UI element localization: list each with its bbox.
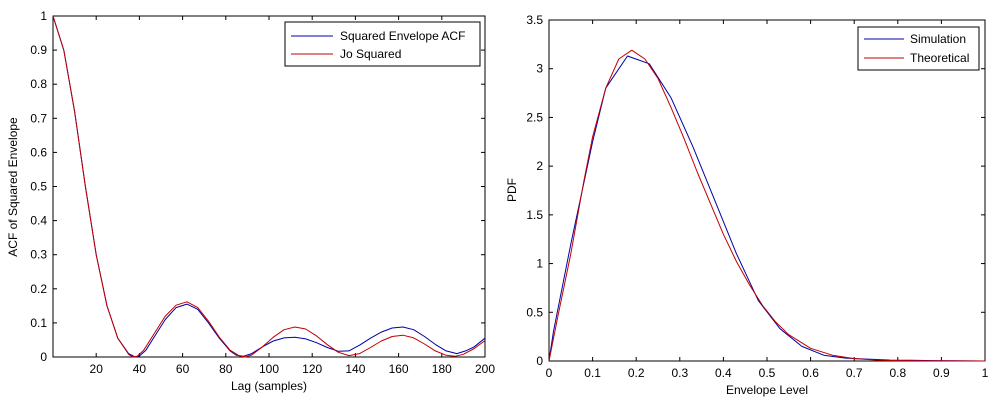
pdf-y-axis-label: PDF [505, 178, 519, 202]
pdf-x-tick-label: 0.5 [759, 366, 776, 380]
acf-x-tick-label: 40 [133, 362, 147, 376]
pdf-legend-box [857, 26, 980, 71]
acf-y-tick-label: 0.5 [30, 180, 47, 194]
acf-axes-box [52, 15, 486, 358]
acf-y-tick-label: 0 [40, 350, 47, 364]
acf-x-axis-label: Lag (samples) [231, 379, 307, 393]
acf-legend: Squared Envelope ACF Jo Squared [284, 21, 481, 67]
pdf-x-axis-label: Envelope Level [726, 383, 808, 397]
pdf-x-tick-label: 0.4 [715, 366, 732, 380]
acf-y-tick-label: 0.1 [30, 316, 47, 330]
pdf-y-tick-label: 0 [536, 354, 543, 368]
pdf-legend-label-sim: Simulation [910, 32, 966, 46]
pdf-x-tick-label: 0.1 [584, 366, 601, 380]
acf-ticks: 20 40 60 80 100 120 140 160 180 200 0 0.1 0.2 0.3 0.4 0… [30, 9, 495, 376]
acf-x-tick-label: 200 [475, 362, 495, 376]
pdf-y-tick-label: 2.5 [526, 110, 543, 124]
pdf-x-tick-label: 0 [546, 366, 553, 380]
acf-y-tick-label: 1 [40, 9, 47, 23]
pdf-y-tick-label: 1.5 [526, 208, 543, 222]
acf-x-tick-label: 120 [302, 362, 322, 376]
pdf-ticks: 0 0.1 0.2 0.3 0.4 0.5 0.6 0.7 0.8 0.9 1 0 0.5 1 1.5 2 2.… [526, 13, 988, 380]
pdf-x-tick-label: 0.8 [889, 366, 906, 380]
acf-panel: 20 40 60 80 100 120 140 160 180 200 0 0.1 0.2 0.3 0.4 0… [6, 9, 495, 393]
pdf-x-tick-label: 0.3 [671, 366, 688, 380]
pdf-x-tick-label: 0.9 [933, 366, 950, 380]
acf-y-tick-label: 0.9 [30, 43, 47, 57]
acf-x-tick-label: 180 [432, 362, 452, 376]
pdf-y-tick-label: 2 [536, 159, 543, 173]
pdf-lines [548, 49, 986, 362]
acf-legend-box [284, 21, 481, 67]
acf-y-tick-label: 0.6 [30, 145, 47, 159]
pdf-x-tick-label: 0.2 [628, 366, 645, 380]
acf-x-tick-label: 160 [389, 362, 409, 376]
pdf-y-tick-label: 3.5 [526, 13, 543, 27]
pdf-y-tick-label: 3 [536, 62, 543, 76]
acf-x-tick-label: 20 [90, 362, 104, 376]
pdf-axes-box [548, 19, 986, 362]
acf-x-tick-label: 140 [345, 362, 365, 376]
pdf-panel: 0 0.1 0.2 0.3 0.4 0.5 0.6 0.7 0.8 0.9 1 0 0.5 1 1.5 2 2.… [505, 13, 989, 397]
acf-x-tick-label: 60 [176, 362, 190, 376]
pdf-legend: Simulation Theoretical [857, 26, 980, 71]
acf-legend-label-jo: Jo Squared [340, 47, 401, 61]
pdf-legend-label-theo: Theoretical [910, 51, 969, 65]
acf-legend-label-acf: Squared Envelope ACF [340, 29, 465, 43]
acf-y-tick-label: 0.3 [30, 248, 47, 262]
pdf-series-line-0 [548, 55, 986, 362]
acf-y-tick-label: 0.4 [30, 214, 47, 228]
pdf-series-line-1 [548, 49, 986, 362]
pdf-y-tick-label: 1 [536, 257, 543, 271]
acf-y-tick-label: 0.2 [30, 282, 47, 296]
pdf-x-tick-label: 1 [982, 366, 989, 380]
acf-x-tick-label: 80 [219, 362, 233, 376]
acf-series-line-0 [52, 15, 486, 358]
acf-y-axis-label: ACF of Squared Envelope [6, 117, 20, 257]
acf-x-tick-label: 100 [259, 362, 279, 376]
acf-lines [52, 15, 486, 358]
pdf-y-tick-label: 0.5 [526, 305, 543, 319]
pdf-x-tick-label: 0.6 [802, 366, 819, 380]
acf-series-line-1 [52, 15, 486, 358]
pdf-x-tick-label: 0.7 [846, 366, 863, 380]
acf-y-tick-label: 0.8 [30, 77, 47, 91]
acf-y-tick-label: 0.7 [30, 111, 47, 125]
